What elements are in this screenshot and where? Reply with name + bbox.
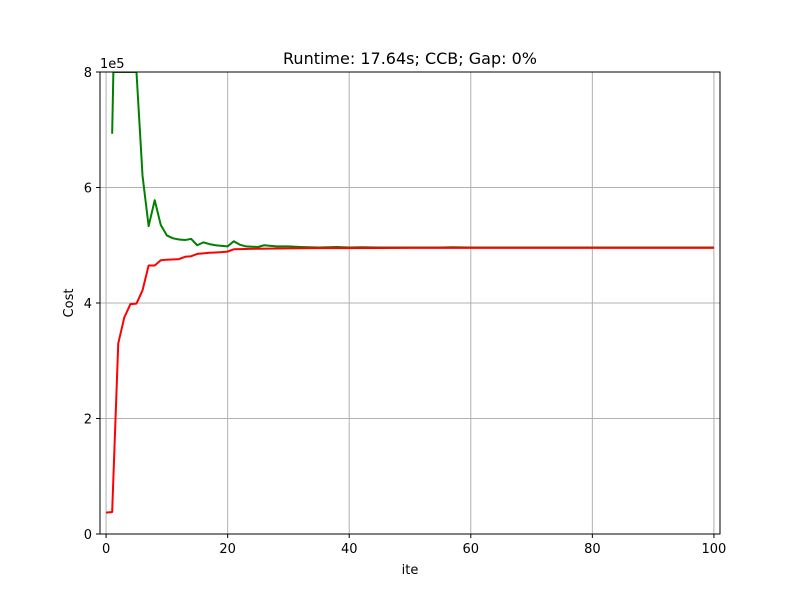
x-tick-label: 0 [102,542,110,557]
x-tick-label: 80 [584,542,601,557]
axis-ticks: 0 20 40 60 80 100 0 2 4 6 8 [84,66,727,557]
y-tick-label: 2 [84,413,92,428]
x-tick-label: 20 [219,542,236,557]
chart-title: Runtime: 17.64s; CCB; Gap: 0% [283,49,537,68]
x-tick-label: 100 [702,542,727,557]
grid [100,71,720,535]
series-line-2 [105,246,714,514]
y-offset-text: 1e5 [100,57,125,72]
x-tick-label: 40 [341,542,358,557]
x-axis-label: ite [402,563,419,578]
y-tick-label: 4 [84,297,92,312]
plot-area [105,72,714,514]
y-tick-label: 0 [84,528,92,543]
y-tick-label: 8 [84,66,92,81]
y-axis-label: Cost [62,289,77,318]
x-tick-label: 60 [463,542,480,557]
series-line-1 [111,72,714,249]
y-tick-label: 6 [84,182,92,197]
